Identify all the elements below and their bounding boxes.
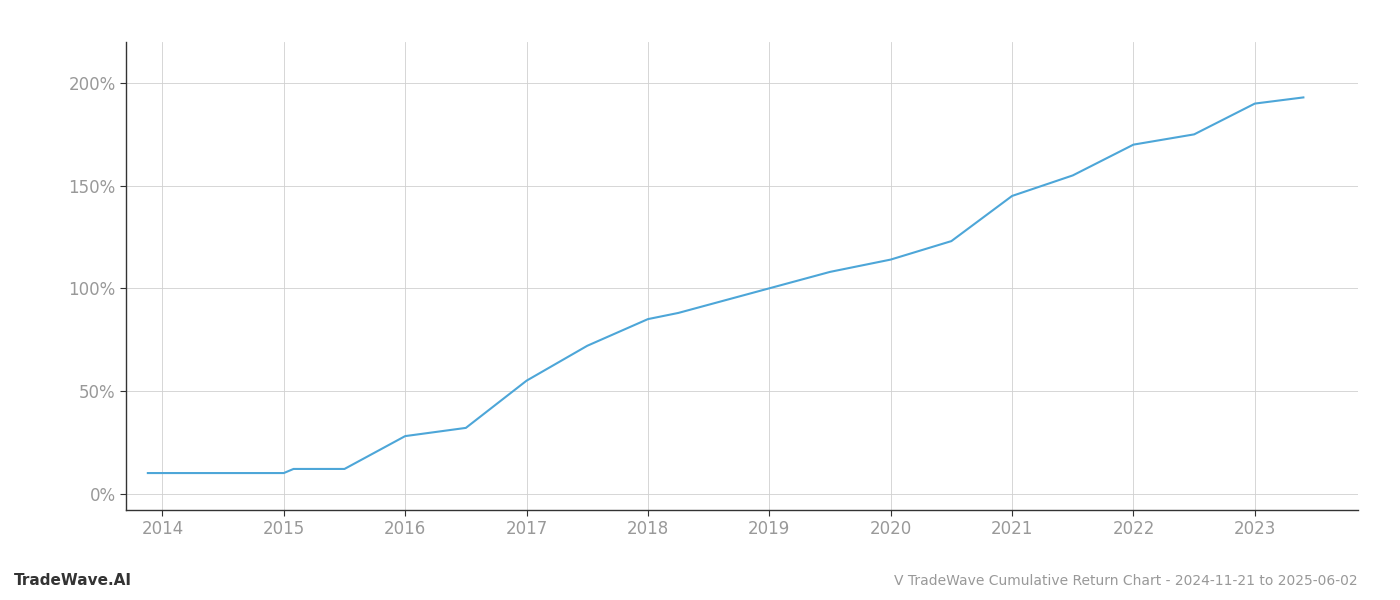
Text: TradeWave.AI: TradeWave.AI [14, 573, 132, 588]
Text: V TradeWave Cumulative Return Chart - 2024-11-21 to 2025-06-02: V TradeWave Cumulative Return Chart - 20… [895, 574, 1358, 588]
